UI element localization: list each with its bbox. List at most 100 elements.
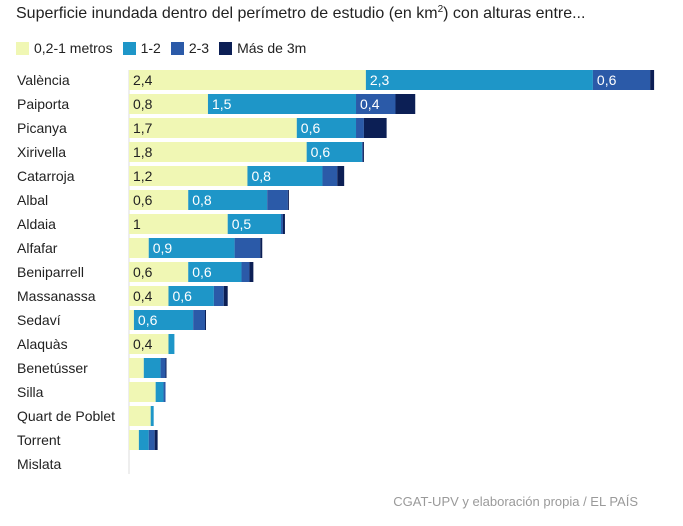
bar-segment <box>129 430 139 450</box>
bar-segment <box>365 70 593 90</box>
category-label: Benetússer <box>17 360 88 376</box>
legend-swatch <box>170 41 184 55</box>
bar-segment <box>356 94 396 114</box>
bar-segment <box>260 238 263 258</box>
bar-segment <box>129 166 248 186</box>
bar-segment <box>306 142 362 162</box>
bar-segment <box>160 358 166 378</box>
legend-swatch <box>16 41 29 55</box>
data-label: 0,6 <box>138 312 158 328</box>
bar-segment <box>241 262 250 282</box>
legend-item-2-3: 2-3 <box>170 40 210 56</box>
data-label: 0,4 <box>133 336 153 352</box>
bar-segment <box>129 142 307 162</box>
legend-item-1-2: 1-2 <box>122 40 161 56</box>
data-label: 0,6 <box>133 192 153 208</box>
category-label: Alfafar <box>17 240 58 256</box>
category-label: Aldaia <box>17 216 56 232</box>
bar-segment <box>148 238 235 258</box>
data-label: 1,5 <box>212 96 232 112</box>
chart-legend: 0,2-1 metros 1-2 2-3 Más de 3m <box>16 40 316 56</box>
bar-segment <box>287 190 289 210</box>
data-label: 0,5 <box>232 216 252 232</box>
bar-segment <box>129 94 208 114</box>
bar-segment <box>168 286 214 306</box>
bar-segment <box>165 358 167 378</box>
bar-segment <box>129 70 366 90</box>
bar-segment <box>148 430 155 450</box>
data-label: 0,4 <box>133 288 153 304</box>
category-label: Catarroja <box>17 168 75 184</box>
data-label: 0,8 <box>133 96 153 112</box>
data-label: 0,6 <box>301 120 321 136</box>
bar-segment <box>267 190 288 210</box>
bar-segment <box>163 382 166 402</box>
bar-segment <box>129 214 228 234</box>
category-label: Torrent <box>17 432 61 448</box>
bar-segment <box>129 262 189 282</box>
bar-segment <box>234 238 261 258</box>
legend-label: 2-3 <box>188 40 210 56</box>
category-label: Picanya <box>17 120 67 136</box>
bar-segment <box>356 118 364 138</box>
data-label: 0,6 <box>597 72 617 88</box>
bar-segment <box>129 334 169 354</box>
data-label: 0,6 <box>133 264 153 280</box>
bar-segment <box>129 190 189 210</box>
bar-segment <box>207 94 357 114</box>
source-credit: CGAT-UPV y elaboración propia / EL PAÍS <box>393 494 638 509</box>
bar-segment <box>155 382 164 402</box>
data-label: 1,8 <box>133 144 153 160</box>
bar-segment <box>650 70 655 90</box>
stacked-bar-chart: València 2,4 2,3 0,6 Paiporta 0,8 1,5 0,4 Picany… <box>17 70 655 474</box>
data-label: 0,6 <box>172 288 192 304</box>
category-label: Albal <box>17 192 48 208</box>
bar-segment <box>395 94 416 114</box>
category-label: Alaquàs <box>17 336 68 352</box>
data-label: 2,4 <box>133 72 153 88</box>
bar-segment <box>362 142 364 162</box>
legend-label: 1-2 <box>140 40 161 56</box>
data-label: 1,7 <box>133 120 153 136</box>
category-label: Xirivella <box>17 144 66 160</box>
category-label: València <box>17 72 70 88</box>
chart-title-superscript: 2 <box>437 4 444 15</box>
bar-segment <box>129 118 297 138</box>
bar-segment <box>154 430 158 450</box>
bar-segment <box>281 214 283 234</box>
bar-segment <box>296 118 357 138</box>
bar-segment <box>129 310 134 330</box>
bar-segment <box>282 214 285 234</box>
category-label: Silla <box>17 384 44 400</box>
category-label: Sedaví <box>17 312 61 328</box>
data-label: 1,2 <box>133 168 153 184</box>
bar-segment <box>168 334 175 354</box>
category-label: Beniparrell <box>17 264 84 280</box>
legend-item-0-2-1-metros: 0,2-1 metros <box>16 40 113 56</box>
bar-segment <box>188 262 242 282</box>
data-label: 1 <box>133 216 141 232</box>
bar-segment <box>227 214 282 234</box>
chart-title-main: Superficie inundada dentro del perímetro… <box>16 5 438 22</box>
data-label: 0,6 <box>192 264 212 280</box>
bar-segment <box>223 286 228 306</box>
bar-segment <box>205 310 206 330</box>
data-label: 0,6 <box>311 144 331 160</box>
bar-segment <box>138 430 149 450</box>
bar-segment <box>213 286 224 306</box>
bar-segment <box>322 166 338 186</box>
bar-segment <box>129 358 144 378</box>
data-label: 2,3 <box>370 72 390 88</box>
bar-segment <box>129 382 156 402</box>
bar-segment <box>129 406 151 426</box>
legend-swatch <box>219 41 233 55</box>
legend-swatch <box>122 41 136 55</box>
data-label: 0,4 <box>360 96 380 112</box>
chart-title-suffix: ) con alturas entre... <box>443 5 586 22</box>
category-label: Massanassa <box>17 288 96 304</box>
category-label: Quart de Poblet <box>17 408 115 424</box>
bar-segment <box>249 262 254 282</box>
bar-segment <box>361 142 363 162</box>
legend-label: 0,2-1 metros <box>34 40 113 56</box>
chart-title: Superficie inundada dentro del perímetro… <box>16 4 585 23</box>
